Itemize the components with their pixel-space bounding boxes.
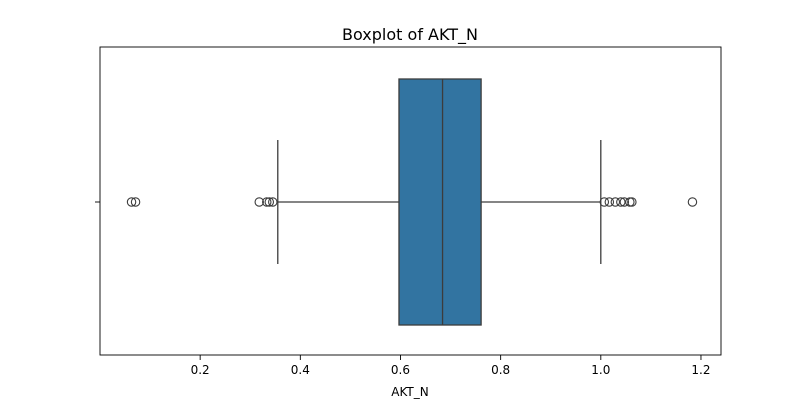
outlier-point: [687, 197, 698, 207]
x-tick-label: 0.4: [291, 363, 310, 377]
chart-title: Boxplot of AKT_N: [342, 25, 478, 45]
outlier-point: [616, 197, 626, 207]
x-tick-label: 1.0: [591, 363, 610, 377]
outlier-point: [604, 197, 615, 207]
outlier-point: [627, 197, 637, 207]
outlier-point: [268, 197, 278, 207]
outlier-point: [264, 197, 275, 207]
outlier-point: [262, 197, 272, 207]
outlier-point: [130, 197, 141, 207]
outlier-point: [126, 197, 137, 207]
x-axis: 0.2 0.4 0.6 0.8 1.0 1.2: [191, 355, 711, 377]
interquartile-box: [398, 78, 482, 326]
plot-area-frame: [99, 46, 722, 356]
x-tick-label: 1.2: [691, 363, 710, 377]
x-tick-label: 0.8: [491, 363, 510, 377]
outlier-point: [619, 197, 630, 207]
x-tick-label: 0.2: [191, 363, 210, 377]
x-axis-label: AKT_N: [391, 385, 428, 399]
outlier-point: [610, 197, 621, 207]
outlier-point: [254, 197, 265, 207]
box-group: [277, 78, 602, 326]
x-tick-label: 0.6: [391, 363, 410, 377]
outlier-point: [625, 197, 635, 207]
outlier-group: [126, 197, 698, 207]
outlier-point: [599, 197, 610, 207]
